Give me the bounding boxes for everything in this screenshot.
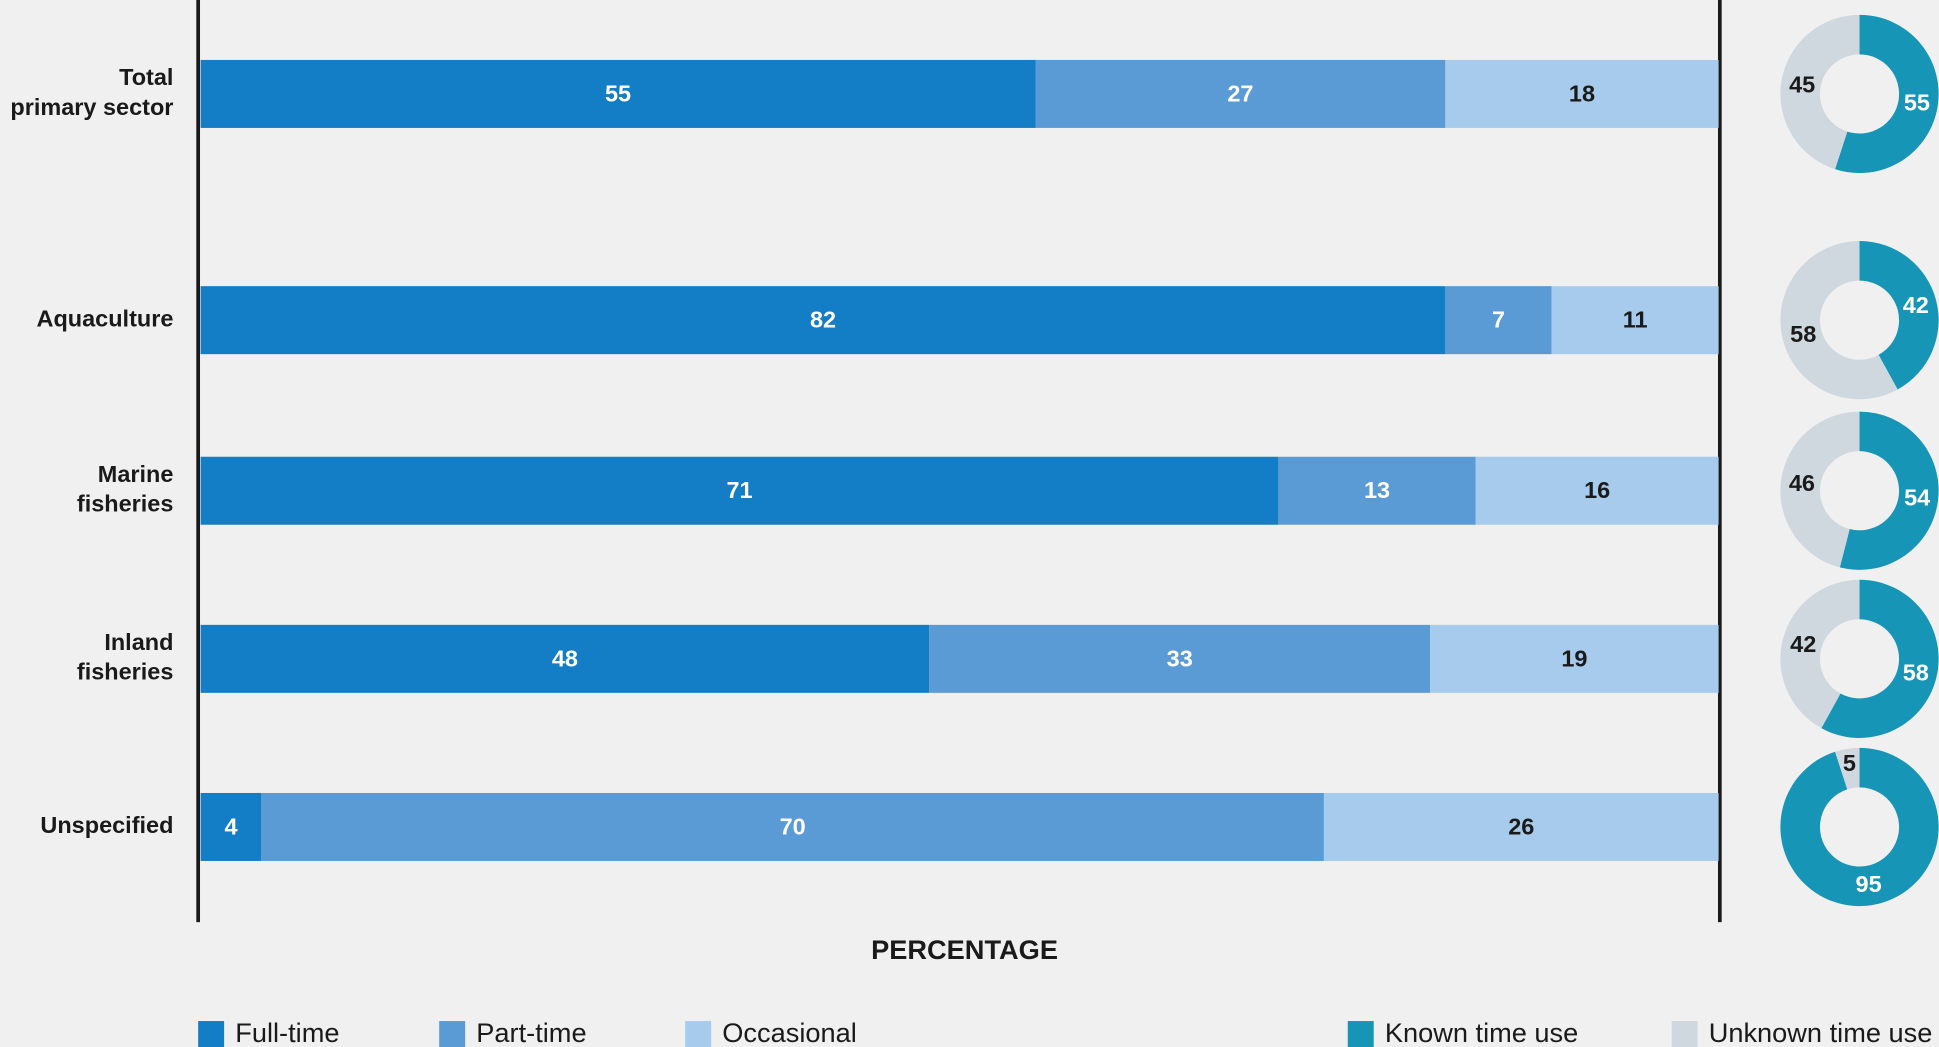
data-label: 16: [1584, 477, 1610, 503]
row-label: Marine fisheries: [77, 461, 174, 517]
donut-segment: [1821, 579, 1939, 738]
data-label: 27: [1227, 80, 1253, 106]
donut-label: 45: [1789, 71, 1815, 97]
data-label: 26: [1508, 813, 1534, 839]
bar-segment: [200, 456, 1279, 525]
legend-swatch: [1347, 1021, 1374, 1047]
data-label: 70: [780, 813, 806, 839]
legend-label: Part-time: [476, 1017, 586, 1047]
legend-swatch: [685, 1021, 712, 1047]
data-label: 11: [1623, 307, 1648, 333]
row-label: Unspecified: [40, 812, 173, 838]
legend-label: Occasional: [722, 1017, 857, 1047]
donut-label: 55: [1904, 89, 1930, 115]
legend-label: Known time use: [1385, 1017, 1578, 1047]
donut-segment: [1780, 411, 1860, 568]
data-label: 4: [224, 813, 237, 839]
bar-segment: [1035, 59, 1446, 128]
donut-segment: [1780, 747, 1939, 907]
legend-swatch: [198, 1021, 225, 1047]
data-label: 48: [552, 645, 578, 671]
data-label: 71: [726, 477, 752, 503]
donut-label: 42: [1903, 292, 1929, 318]
bar-segment: [929, 624, 1431, 693]
donut-label: 54: [1904, 484, 1930, 510]
bar-segment: [1323, 792, 1719, 861]
donut-segment: [1780, 241, 1898, 400]
donut-segment: [1780, 14, 1860, 170]
data-label: 82: [810, 307, 836, 333]
donut-label: 58: [1903, 660, 1929, 686]
data-label: 7: [1492, 307, 1505, 333]
data-label: 18: [1569, 80, 1595, 106]
bar-segment: [200, 59, 1036, 128]
bar-segment: [1551, 286, 1719, 355]
bar-segment: [1430, 624, 1719, 693]
row-label: Total primary sector: [10, 64, 173, 120]
row-label: Aquaculture: [37, 305, 174, 331]
bar-segment: [1278, 456, 1476, 525]
legend-label: Unknown time use: [1709, 1017, 1933, 1047]
bar-segment: [200, 286, 1446, 355]
donut-segment: [1835, 14, 1939, 174]
donut-label: 58: [1790, 321, 1816, 347]
data-label: 55: [605, 80, 631, 106]
row-label: Inland fisheries: [77, 629, 174, 685]
legend-swatch: [1671, 1021, 1698, 1047]
bar-segment: [1475, 456, 1719, 525]
bar-segment: [261, 792, 1324, 861]
donut-segment: [1780, 579, 1860, 729]
legend-label: Full-time: [235, 1017, 339, 1047]
bar-segment: [200, 792, 262, 861]
donut-label: 95: [1856, 871, 1882, 897]
donut-label: 42: [1790, 631, 1816, 657]
donut-label: 5: [1843, 750, 1856, 776]
data-label: 33: [1167, 645, 1193, 671]
donut-segment: [1859, 241, 1939, 390]
data-label: 13: [1364, 477, 1390, 503]
donut-segment: [1835, 747, 1860, 790]
x-axis-title: PERCENTAGE: [871, 934, 1058, 965]
donut-segment: [1839, 411, 1939, 570]
legend-swatch: [439, 1021, 466, 1047]
bar-segment: [1445, 286, 1552, 355]
bar-segment: [1445, 59, 1719, 128]
donut-label: 46: [1789, 470, 1815, 496]
data-label: 19: [1561, 645, 1587, 671]
bar-segment: [200, 624, 930, 693]
